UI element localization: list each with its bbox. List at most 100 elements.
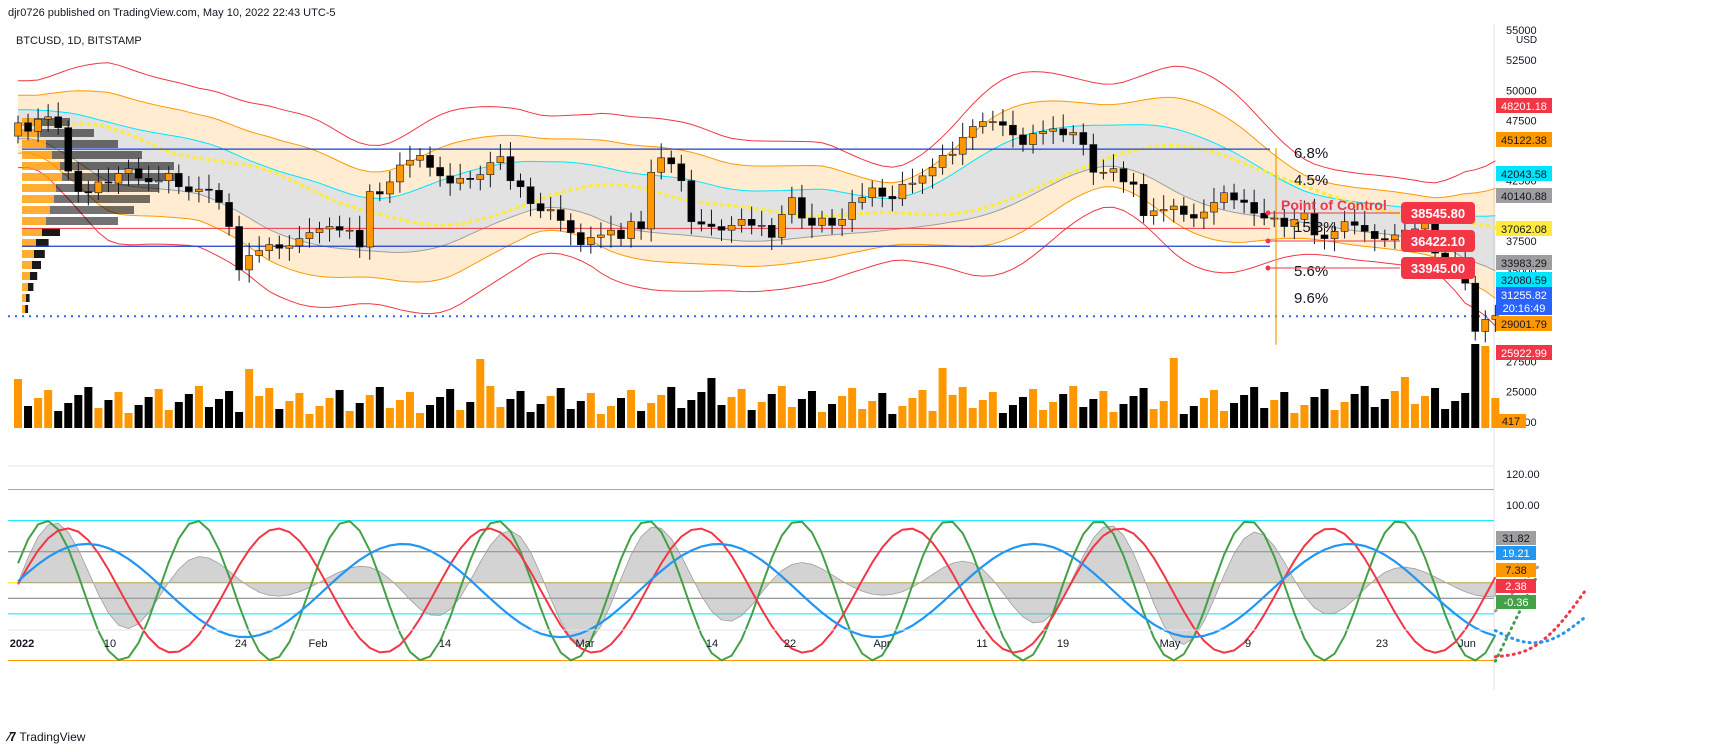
candle-body: [516, 180, 525, 188]
volume-bar: [325, 398, 334, 428]
candle-body: [1169, 205, 1178, 210]
candle-body: [1280, 217, 1289, 227]
price-axis-tick: 47500: [1506, 115, 1537, 127]
candle-body: [989, 121, 997, 123]
oscillator-axis-label-text: 7.38: [1505, 565, 1526, 577]
candle-body: [195, 188, 203, 192]
volume-bar: [787, 407, 796, 428]
candle-body: [848, 202, 856, 220]
candle-body: [657, 157, 666, 173]
volume-profile-up-bar: [22, 206, 50, 214]
volume-bar: [777, 386, 786, 428]
volume-bar: [617, 398, 625, 428]
volume-bar: [1250, 387, 1259, 428]
candle-body: [235, 226, 243, 271]
candle-body: [175, 173, 183, 188]
lower-band-2-line: [17, 152, 1496, 299]
symbol-label: BTCUSD, 1D, BITSTAMP: [16, 35, 142, 47]
lower-band-1-line: [17, 138, 1496, 272]
candle-body: [476, 174, 485, 180]
level-dot: [1265, 210, 1271, 216]
volume-bar: [1089, 399, 1098, 428]
middle-band-fill: [18, 109, 1496, 271]
volume-bar: [436, 397, 445, 428]
oscillator-axis-label-text: 31.82: [1502, 533, 1530, 545]
candle-body: [1059, 128, 1067, 136]
time-axis-label: 24: [235, 638, 247, 650]
brand-label: TradingView: [19, 729, 86, 744]
candle-body: [1381, 238, 1389, 241]
level-badge-text: 38545.80: [1411, 206, 1465, 221]
candle-body: [587, 237, 595, 245]
volume-bar: [134, 405, 143, 428]
volume-bar: [1240, 395, 1249, 428]
volume-bar: [586, 393, 595, 428]
candle-body: [185, 186, 193, 192]
candle-body: [104, 181, 113, 184]
volume-bar: [1220, 411, 1228, 428]
level-dot: [1265, 238, 1271, 244]
volume-bar: [1189, 406, 1198, 428]
candle-body: [1330, 231, 1339, 239]
time-axis-label: Feb: [309, 638, 328, 650]
volume-profile-down-bar: [42, 228, 60, 236]
price-axis-unit: USD: [1516, 35, 1537, 46]
candle-body: [1350, 221, 1359, 226]
volume-bar: [1300, 405, 1309, 428]
volume-bar: [898, 406, 907, 428]
candle-body: [245, 255, 253, 271]
candle-body: [938, 155, 947, 168]
price-axis-label: [1496, 255, 1552, 270]
volume-bar: [1400, 377, 1409, 428]
lower-band-3-line: [17, 166, 1496, 327]
volume-bar: [737, 389, 746, 428]
volume-bar: [476, 359, 485, 428]
volume-bar: [998, 413, 1007, 428]
candle-body: [677, 163, 686, 182]
volume-bar: [958, 387, 967, 428]
volume-bar: [807, 391, 816, 428]
candle-body: [496, 156, 505, 163]
oscillator-axis-label-text: 2.38: [1505, 581, 1526, 593]
level-badge: [1401, 257, 1475, 279]
price-axis-label-text: 29001.79: [1501, 319, 1547, 331]
volume-bar: [757, 402, 766, 428]
volume-profile-down-bar: [28, 283, 34, 291]
volume-bar: [1069, 386, 1078, 428]
volume-profile-down-bar: [32, 261, 41, 269]
volume-profile-up-bar: [22, 272, 30, 280]
volume-bar: [938, 368, 947, 428]
candle-body: [1320, 234, 1329, 239]
volume-profile-up-bar: [22, 283, 28, 291]
volume-bar: [1290, 413, 1299, 428]
volume-bar: [225, 391, 234, 428]
price-axis-label-text: 37062.08: [1501, 224, 1547, 236]
candle-body: [898, 184, 907, 200]
volume-bar: [1350, 394, 1359, 428]
volume-profile-up-bar: [22, 228, 42, 236]
candle-body: [627, 221, 635, 239]
candle-body: [154, 180, 163, 183]
candle-body: [838, 218, 846, 226]
volume-profile-up-bar: [22, 195, 54, 203]
candle-body: [456, 178, 465, 184]
candle-body: [285, 245, 294, 249]
volume-bar: [335, 390, 344, 428]
tradingview-logo[interactable]: ⁄7 TradingView: [8, 729, 85, 744]
volume-bar: [908, 398, 917, 428]
volume-bar: [84, 387, 93, 428]
candle-body: [215, 190, 223, 203]
volume-bar: [245, 369, 254, 428]
candle-body: [94, 181, 103, 194]
candle-body: [1159, 209, 1168, 212]
upper-band-3-line: [17, 62, 1496, 184]
time-axis-label: 10: [104, 638, 116, 650]
candle-body: [1210, 202, 1218, 213]
volume-bar: [395, 400, 404, 428]
volume-bar: [647, 403, 656, 428]
price-axis-label-text: 48201.18: [1501, 101, 1547, 113]
candle-body: [597, 234, 605, 238]
volume-bar: [486, 386, 495, 428]
candle-body: [1340, 221, 1349, 232]
